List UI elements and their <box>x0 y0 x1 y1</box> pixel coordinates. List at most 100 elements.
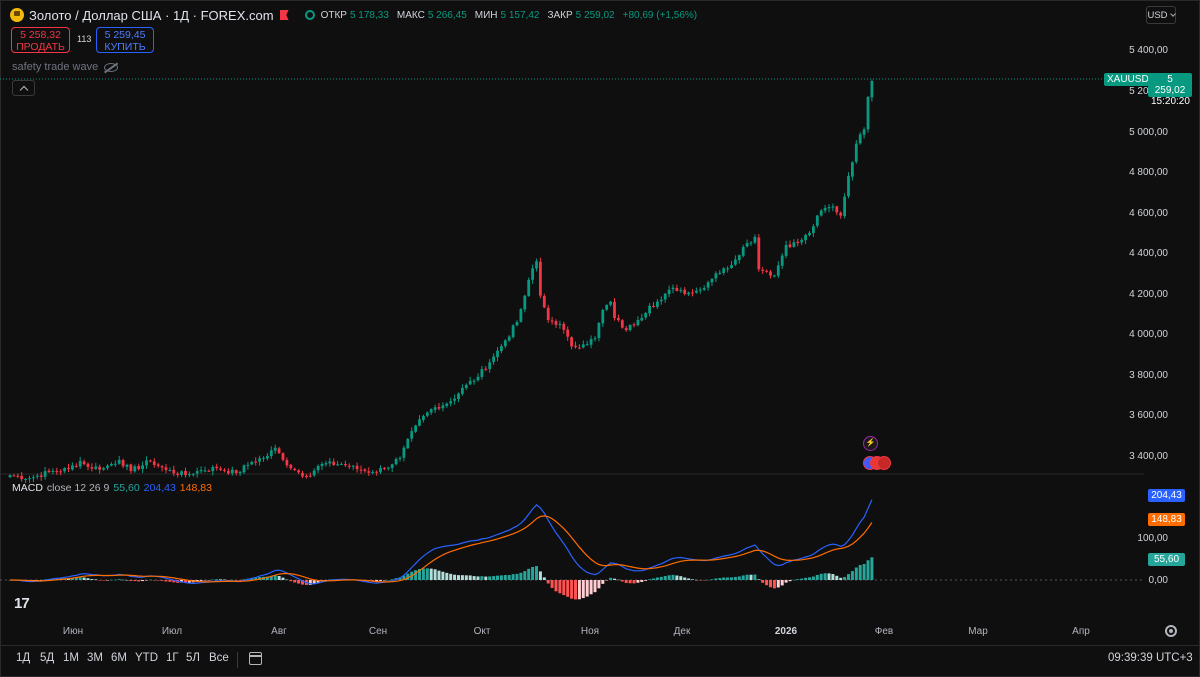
candle-body <box>441 405 445 409</box>
range-button[interactable]: 6М <box>111 652 127 664</box>
candle-body <box>145 460 148 466</box>
candle-body <box>730 265 733 269</box>
range-button[interactable]: Все <box>209 652 229 664</box>
candle-body <box>589 339 593 345</box>
buy-button[interactable]: 5 259,45 КУПИТЬ <box>96 27 154 53</box>
range-button[interactable]: 5Д <box>40 652 55 664</box>
candle-body <box>281 453 285 460</box>
macd-hist-bar <box>226 580 230 581</box>
candle-body <box>351 465 355 467</box>
macd-hist-bar <box>184 580 187 583</box>
candle-body <box>862 129 866 135</box>
macd-hist-bar <box>616 579 620 581</box>
candle-body <box>137 466 141 470</box>
sell-label: ПРОДАТЬ <box>16 41 65 53</box>
macd-hist-bar <box>433 569 437 580</box>
macd-hist-bar <box>449 573 453 580</box>
candle-body <box>527 279 531 296</box>
macd-hist-bar <box>776 580 780 588</box>
candle-body <box>293 468 297 471</box>
macd-hist-bar <box>152 580 156 581</box>
macd-hist-bar <box>843 576 847 580</box>
candle-body <box>90 467 94 469</box>
tradingview-logo[interactable]: 17 <box>14 595 30 612</box>
symbol-title[interactable]: Золото / Доллар США · 1Д · FOREX.com <box>29 7 274 23</box>
range-button[interactable]: 5Л <box>186 652 200 664</box>
candle-body <box>102 468 105 470</box>
candle-body <box>866 97 870 130</box>
eye-hidden-icon[interactable] <box>104 62 119 72</box>
gear-icon[interactable] <box>1165 625 1177 637</box>
candle-body <box>632 324 636 326</box>
candle-body <box>277 448 281 453</box>
high-label: МАКС <box>396 9 425 21</box>
macd-hist-bar <box>78 577 82 580</box>
candle-body <box>12 475 16 477</box>
currency-label: USD <box>1147 9 1168 21</box>
time-tick-label: Апр <box>1072 626 1090 637</box>
us-flag-event-icon-3[interactable] <box>877 456 891 470</box>
calendar-icon[interactable] <box>249 652 262 665</box>
candle-body <box>207 470 211 472</box>
candle-body <box>749 242 753 244</box>
candle-body <box>819 210 823 216</box>
candle-body <box>847 176 850 197</box>
candle-body <box>870 80 874 98</box>
range-button[interactable]: 1Д <box>16 652 31 664</box>
candle-body <box>788 244 792 248</box>
gold-coin-icon <box>10 8 24 22</box>
macd-hist-bar <box>187 580 191 583</box>
candle-body <box>640 317 644 321</box>
candle-body <box>792 242 796 247</box>
macd-hist-bar <box>753 574 757 580</box>
macd-hist-bar <box>437 570 441 580</box>
macd-hist-bar <box>671 574 675 580</box>
collapse-legend-button[interactable] <box>12 80 35 96</box>
candle-body <box>133 466 137 472</box>
macd-hist-bar <box>714 578 718 580</box>
candle-body <box>812 226 815 234</box>
candle-body <box>20 475 24 480</box>
candle-body <box>215 466 219 469</box>
macd-hist-bar <box>741 575 745 580</box>
candle-body <box>800 239 804 243</box>
macd-hist-bar <box>854 567 858 580</box>
ohlc-values: ОТКР 5 178,33 МАКС 5 266,45 МИН 5 157,42 ЗА… <box>321 10 703 21</box>
range-button[interactable]: 3М <box>87 652 103 664</box>
range-button[interactable]: 1Г <box>166 652 179 664</box>
buy-label: КУПИТЬ <box>104 41 146 53</box>
low-value: 5 157,42 <box>500 9 540 21</box>
range-button[interactable]: 1М <box>63 652 79 664</box>
candle-body <box>234 470 238 474</box>
candle-body <box>843 196 846 217</box>
lightning-icon[interactable]: ⚡ <box>863 436 878 451</box>
macd-hist-bar <box>550 580 554 588</box>
candle-body <box>566 329 570 337</box>
macd-hist-bar <box>593 580 597 593</box>
candle-body <box>149 460 152 462</box>
clock[interactable]: 09:39:39 UTC+3 <box>1108 652 1193 664</box>
indicator-legend[interactable]: safety trade wave <box>12 61 119 73</box>
candle-body <box>191 474 195 476</box>
close-value: 5 259,02 <box>575 9 615 21</box>
flag-icon[interactable] <box>279 10 289 20</box>
buy-price: 5 259,45 <box>104 29 146 41</box>
candle-body <box>39 475 43 477</box>
sell-button[interactable]: 5 258,32 ПРОДАТЬ <box>11 27 70 53</box>
macd-legend[interactable]: MACD close 12 26 9 55,60 204,43 148,83 <box>12 482 212 494</box>
macd-hist-bar <box>195 580 199 582</box>
candle-body <box>745 242 749 247</box>
range-button[interactable]: YTD <box>135 652 158 664</box>
macd-hist-bar <box>811 576 815 580</box>
candle-body <box>250 461 254 465</box>
currency-select[interactable]: USD <box>1146 6 1176 24</box>
macd-hist-bar <box>675 575 679 580</box>
macd-hist-bar <box>730 577 733 580</box>
time-tick-label: Ноя <box>580 626 600 637</box>
macd-hist-bar <box>160 580 164 581</box>
candle-body <box>16 475 20 477</box>
candle-body <box>168 470 172 472</box>
candle-body <box>773 275 776 277</box>
macd-hist-bar <box>733 576 737 580</box>
